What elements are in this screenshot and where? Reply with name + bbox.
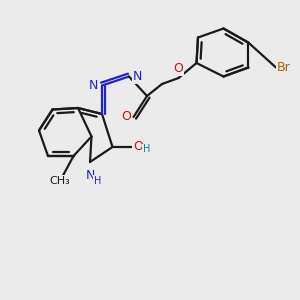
- Text: O: O: [174, 62, 183, 76]
- Text: H: H: [94, 176, 101, 186]
- Text: CH₃: CH₃: [50, 176, 70, 186]
- Text: O: O: [133, 140, 143, 154]
- Text: H: H: [143, 144, 150, 154]
- Text: N: N: [133, 70, 142, 83]
- Text: O: O: [121, 110, 131, 124]
- Text: N: N: [85, 169, 95, 182]
- Text: Br: Br: [277, 61, 290, 74]
- Text: N: N: [89, 79, 98, 92]
